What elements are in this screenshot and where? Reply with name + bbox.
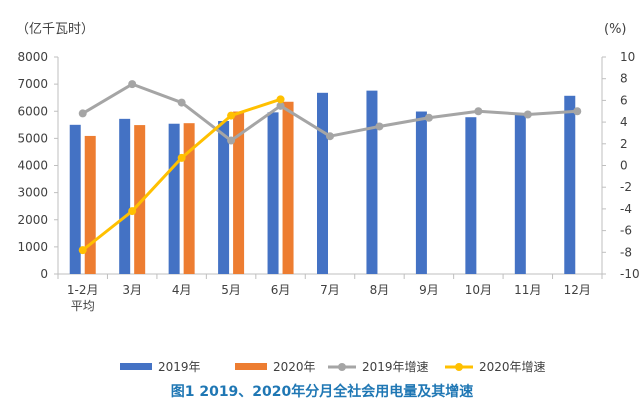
bar-2019: [366, 90, 378, 274]
point-growth-2019: [523, 110, 532, 119]
lines-layer: [78, 80, 582, 255]
right-tick-label: -6: [620, 224, 632, 238]
point-growth-2019: [424, 113, 433, 122]
x-tick-label: 9月: [419, 283, 439, 297]
bar-2019: [168, 123, 180, 274]
point-growth-2019: [177, 98, 186, 107]
left-tick-label: 6000: [17, 104, 48, 118]
point-growth-2019: [78, 109, 87, 118]
x-tick-label: 8月: [370, 283, 390, 297]
left-tick-label: 7000: [17, 77, 48, 91]
point-growth-2019: [326, 132, 334, 141]
left-tick-label: 4000: [17, 159, 48, 173]
left-axis-unit: （亿千瓦时）: [16, 22, 94, 37]
bar-2019: [415, 111, 427, 275]
left-tick-label: 3000: [17, 186, 48, 200]
right-tick-label: -4: [620, 202, 632, 216]
x-tick-label: 4月: [172, 283, 192, 297]
legend-marker: [338, 363, 346, 371]
bar-2019: [218, 121, 230, 274]
left-tick-label: 1000: [17, 240, 48, 254]
right-tick-label: -10: [620, 267, 640, 281]
bar-2019: [119, 118, 131, 274]
legend-swatch: [235, 363, 267, 370]
x-tick-label: 11月: [514, 283, 541, 297]
left-tick-label: 5000: [17, 131, 48, 145]
x-tick-label: 1-2月: [67, 283, 99, 297]
point-growth-2020: [276, 95, 285, 104]
bar-2020: [183, 123, 195, 274]
point-growth-2019: [227, 136, 236, 145]
right-tick-label: -8: [620, 245, 632, 259]
point-growth-2019: [573, 107, 582, 116]
right-axis-unit: (%): [604, 22, 627, 37]
legend-marker: [455, 363, 463, 371]
bar-2020: [134, 125, 146, 275]
right-tick-label: 2: [620, 137, 628, 151]
right-tick-label: -2: [620, 180, 632, 194]
x-tick-label: 7月: [320, 283, 340, 297]
bar-2019: [69, 124, 81, 274]
x-tick-label: 10月: [465, 283, 492, 297]
point-growth-2020: [128, 207, 137, 216]
right-tick-label: 4: [620, 115, 628, 129]
point-growth-2019: [128, 80, 137, 89]
bar-2019: [564, 95, 576, 274]
legend: 2019年 2020年 2019年增速 2020年增速: [120, 360, 546, 374]
left-tick-label: 2000: [17, 213, 48, 227]
legend-swatch: [120, 363, 152, 370]
bar-2020: [282, 101, 294, 274]
legend-label: 2019年: [158, 360, 201, 374]
left-tick-label: 8000: [17, 50, 48, 64]
point-growth-2020: [177, 153, 186, 162]
legend-label: 2019年增速: [362, 360, 429, 374]
right-tick-label: 0: [620, 159, 628, 173]
bar-2019: [514, 113, 526, 275]
point-growth-2020: [227, 111, 236, 120]
point-growth-2019: [474, 107, 483, 116]
legend-label: 2020年增速: [479, 360, 546, 374]
bar-2019: [465, 117, 477, 274]
point-growth-2019: [375, 122, 384, 131]
right-tick-label: 6: [620, 93, 628, 107]
bar-2019: [267, 112, 279, 275]
bar-2020: [84, 135, 96, 274]
x-tick-label: 平均: [71, 299, 95, 313]
axes-layer: （亿千瓦时） (%)0100020003000400050006000700080…: [16, 22, 640, 313]
point-growth-2019: [276, 101, 285, 110]
left-tick-label: 0: [40, 267, 48, 281]
legend-label: 2020年: [273, 360, 316, 374]
bars-layer: [69, 90, 576, 275]
bar-2020: [233, 111, 245, 275]
x-tick-label: 5月: [221, 283, 241, 297]
x-tick-label: 12月: [564, 283, 591, 297]
line-growth-2020: [81, 97, 282, 252]
point-growth-2020: [78, 246, 87, 255]
right-tick-label: 8: [620, 72, 628, 86]
line-growth-2019: [81, 82, 578, 143]
bar-2019: [317, 92, 328, 275]
x-tick-label: 3月: [122, 283, 142, 297]
right-tick-label: 10: [620, 50, 635, 64]
chart-title: 图1 2019、2020年分月全社会用电量及其增速: [171, 383, 474, 400]
x-tick-label: 6月: [271, 283, 291, 297]
